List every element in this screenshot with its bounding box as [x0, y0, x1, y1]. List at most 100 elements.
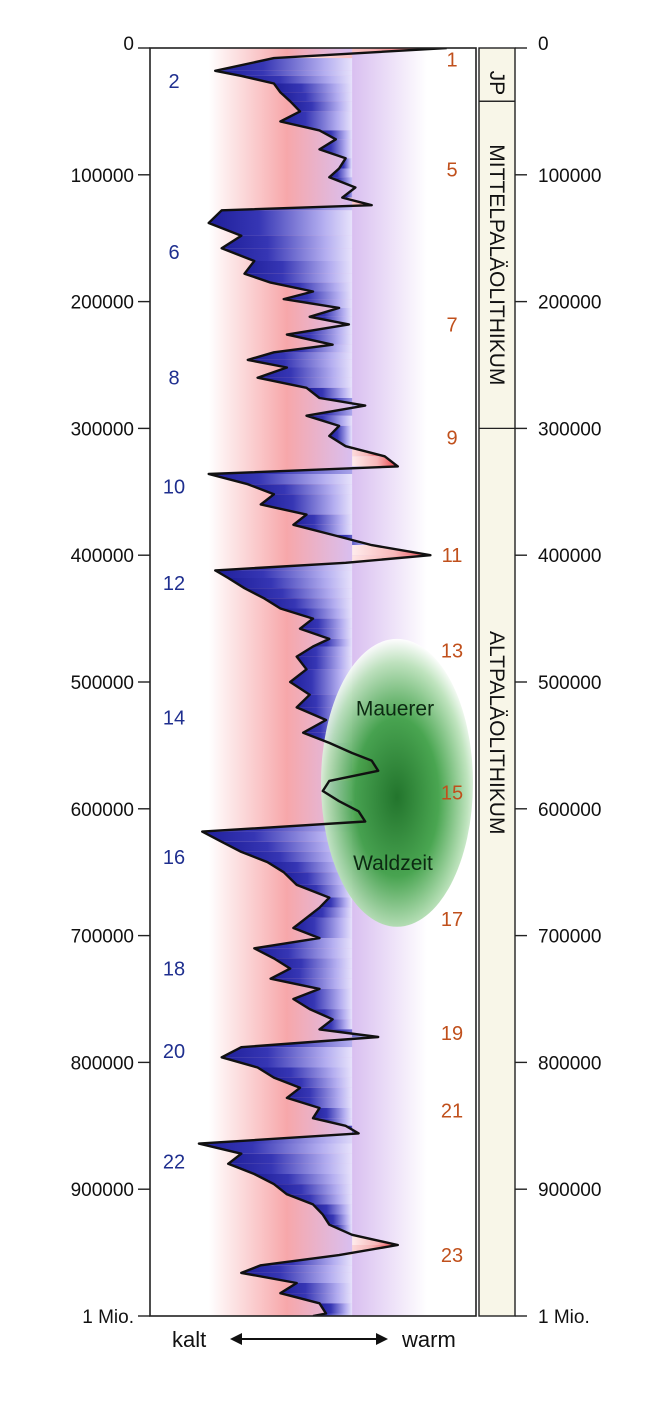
cold-stage-label: 20 [163, 1041, 185, 1063]
cold-fill-segment [270, 978, 353, 989]
cold-stage-label: 2 [168, 71, 179, 93]
right-tick-label: 0 [538, 34, 549, 55]
cold-fill-segment [244, 273, 353, 283]
cold-fill-segment [286, 1097, 353, 1109]
cold-fill-segment [329, 425, 353, 437]
right-tick-label: 700000 [538, 927, 601, 948]
left-tick-label: 900000 [71, 1180, 134, 1201]
cold-fill-segment [221, 248, 353, 262]
cold-fill-segment [283, 291, 353, 300]
cold-fill-segment [254, 938, 353, 949]
cold-fill-segment [264, 598, 353, 609]
period-label: MITTELPALÄOLITHIKUM [485, 144, 508, 385]
cold-fill-segment [228, 578, 353, 589]
cold-stage-label: 6 [168, 242, 179, 264]
cold-fill-segment [228, 1163, 353, 1174]
cold-fill-segment [319, 139, 353, 150]
cold-fill-segment [290, 669, 353, 682]
cold-fill-segment [270, 282, 353, 292]
cold-stage-label: 12 [163, 573, 185, 595]
cold-fill-segment [280, 121, 353, 131]
oval-label-waldzeit: Waldzeit [353, 852, 433, 875]
x-axis-label-warm: warm [401, 1327, 456, 1352]
cold-fill-segment [260, 494, 353, 505]
left-tick-label: 700000 [71, 927, 134, 948]
left-tick-label: 0 [123, 34, 134, 55]
right-tick-label: 900000 [538, 1180, 601, 1201]
left-tick-label: 800000 [71, 1053, 134, 1074]
cold-fill-segment [221, 1057, 353, 1068]
mauerer-waldzeit-oval [321, 638, 473, 927]
cold-fill-segment [247, 359, 353, 368]
cold-fill-segment [290, 101, 353, 112]
warm-stage-label: 17 [441, 909, 463, 931]
cold-fill-segment [280, 111, 353, 122]
cold-stage-label: 8 [168, 368, 179, 390]
cold-fill-segment [273, 83, 353, 93]
warm-stage-label: 23 [441, 1245, 463, 1267]
cold-fill-segment [296, 884, 353, 898]
warm-stage-label: 19 [441, 1023, 463, 1045]
cold-fill-segment [280, 92, 353, 102]
cold-fill-segment [339, 158, 353, 169]
cold-fill-segment [293, 514, 353, 525]
cold-fill-segment [208, 474, 353, 485]
cold-fill-segment [280, 1283, 353, 1294]
warm-stage-label: 7 [446, 314, 457, 336]
cold-fill-segment [313, 1204, 353, 1215]
cold-fill-segment [221, 841, 353, 852]
period-label: JP [485, 71, 508, 96]
cold-stage-label: 10 [163, 477, 185, 499]
period-column [478, 47, 516, 1317]
cold-fill-segment [215, 570, 353, 579]
cold-fill-segment [293, 927, 353, 939]
cold-stage-label: 14 [163, 708, 185, 730]
cold-fill-segment [286, 1087, 353, 1098]
cold-fill-segment [283, 872, 353, 885]
cold-fill-segment [293, 917, 353, 928]
cold-fill-segment [313, 638, 353, 647]
left-tick-label: 100000 [71, 166, 134, 187]
warm-stage-label: 21 [441, 1101, 463, 1123]
cold-fill-segment [309, 1009, 353, 1020]
cold-fill-segment [228, 1153, 353, 1164]
warm-stage-label: 5 [446, 160, 457, 182]
cold-fill-segment [313, 1108, 353, 1119]
right-tick-label: 300000 [538, 419, 601, 440]
cold-stage-label: 18 [163, 959, 185, 981]
cold-fill-segment [293, 999, 353, 1010]
left-tick-label: 200000 [71, 293, 134, 314]
x-axis-label-kalt: kalt [172, 1327, 206, 1352]
right-tick-label: 800000 [538, 1053, 601, 1074]
cold-fill-segment [299, 628, 353, 639]
cold-fill-segment [241, 851, 353, 863]
cold-fill-segment [215, 70, 353, 76]
warm-stage-label: 1 [446, 49, 457, 71]
cold-fill-segment [322, 1214, 353, 1225]
cold-stage-label: 22 [163, 1151, 185, 1173]
right-tick-label: 100000 [538, 166, 601, 187]
cold-fill-segment [247, 484, 353, 495]
cold-fill-segment [280, 1293, 353, 1304]
cold-fill-segment [221, 235, 353, 249]
cold-fill-segment [319, 1019, 353, 1030]
kalt-warm-arrow [230, 1333, 388, 1345]
cold-fill-segment [244, 588, 353, 599]
cold-fill-segment [241, 1265, 353, 1273]
cold-fill-segment [273, 1184, 353, 1195]
cold-fill-segment [280, 608, 353, 619]
cold-fill-segment [270, 968, 353, 979]
cold-fill-segment [215, 58, 353, 71]
cold-fill-segment [257, 377, 353, 388]
cold-fill-segment [267, 862, 353, 873]
cold-fill-segment [296, 656, 353, 670]
cold-fill-segment [254, 1173, 353, 1185]
left-tick-label: 500000 [71, 673, 134, 694]
right-tick-label: 600000 [538, 800, 601, 821]
right-tick-label: 200000 [538, 293, 601, 314]
cold-fill-segment [221, 1047, 353, 1058]
temperature-curve [197, 48, 447, 1316]
right-tick-label: 1 Mio. [538, 1307, 590, 1328]
left-tick-label: 1 Mio. [82, 1307, 134, 1328]
